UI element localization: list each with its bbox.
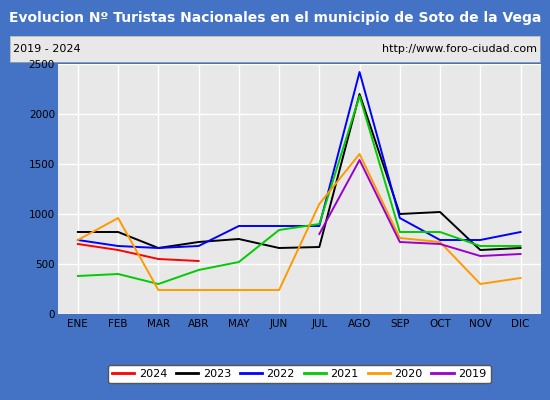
Text: 2019 - 2024: 2019 - 2024 <box>13 44 80 54</box>
Text: http://www.foro-ciudad.com: http://www.foro-ciudad.com <box>382 44 537 54</box>
Text: Evolucion Nº Turistas Nacionales en el municipio de Soto de la Vega: Evolucion Nº Turistas Nacionales en el m… <box>9 11 541 25</box>
Legend: 2024, 2023, 2022, 2021, 2020, 2019: 2024, 2023, 2022, 2021, 2020, 2019 <box>108 364 491 384</box>
